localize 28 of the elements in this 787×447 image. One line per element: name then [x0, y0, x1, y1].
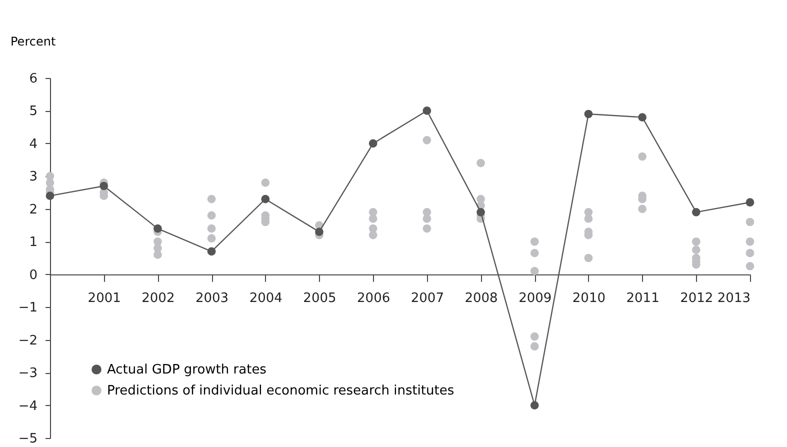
y-tick-label: 4 — [29, 136, 38, 152]
x-tick-label: 2004 — [249, 290, 282, 306]
y-tick-label: −1 — [18, 300, 38, 316]
x-tick-label: 2013 — [717, 290, 750, 306]
x-tick-label: 2011 — [626, 290, 660, 306]
y-tick-label: 3 — [29, 170, 38, 185]
legend-label: Actual GDP growth rates — [107, 362, 267, 378]
y-tick-label: −3 — [18, 366, 38, 382]
x-tick-label: 2003 — [195, 290, 229, 306]
legend-label: Predictions of individual economic research institutes — [107, 384, 454, 398]
x-tick-label: 2006 — [357, 290, 390, 306]
x-tick-label: 2009 — [518, 290, 552, 306]
y-tick-label: −4 — [18, 398, 38, 414]
y-tick-label: 1 — [29, 235, 38, 250]
x-tick-label: 2002 — [142, 290, 175, 306]
x-tick-label: 2012 — [680, 290, 714, 306]
y-tick-label: 6 — [29, 72, 38, 86]
x-tick-label: 2001 — [88, 290, 121, 306]
y-tick-label: 5 — [29, 104, 38, 120]
y-axis-title: Percent — [10, 34, 56, 48]
x-tick-label: 2007 — [410, 290, 444, 306]
y-tick-label: −5 — [18, 432, 38, 446]
x-tick-label: 2010 — [572, 290, 606, 306]
x-tick-label: 2008 — [464, 290, 498, 306]
y-tick-label: −2 — [18, 333, 38, 348]
y-tick-label: 0 — [29, 268, 38, 283]
y-tick-label: 2 — [29, 202, 38, 218]
x-tick-label: 2005 — [303, 290, 336, 306]
